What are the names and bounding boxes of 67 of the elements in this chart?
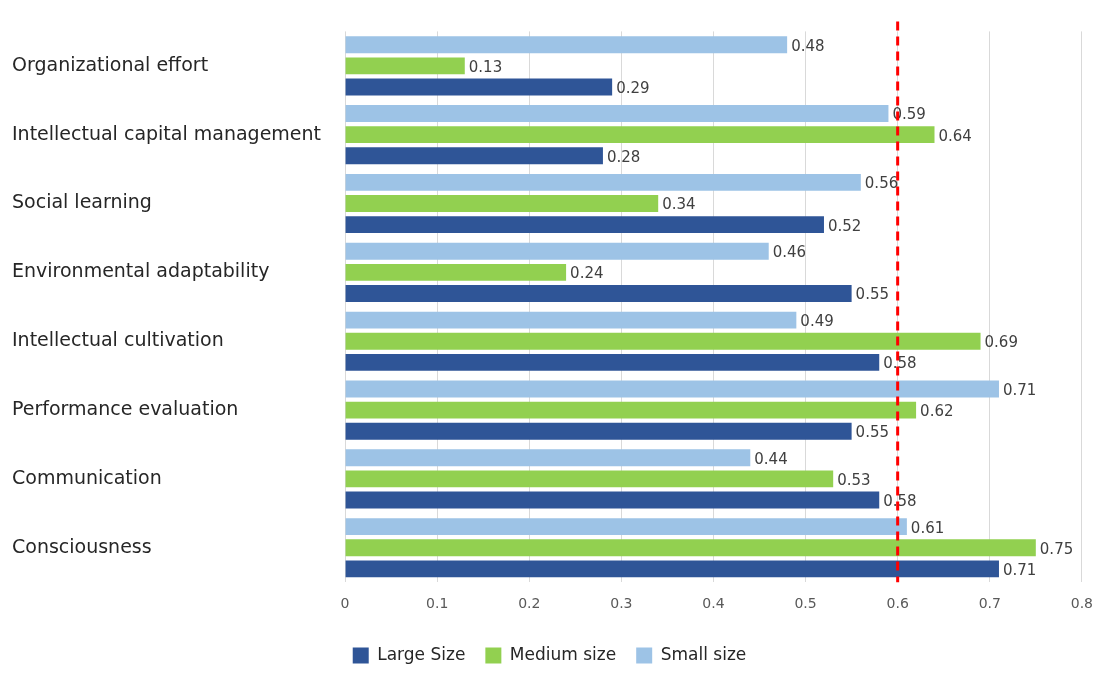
- legend-label: Medium size: [509, 643, 617, 664]
- x-tick-label: 0.2: [518, 595, 541, 612]
- bar: [345, 173, 861, 191]
- data-label: 0.58: [883, 354, 917, 373]
- data-label: 0.61: [910, 518, 945, 537]
- y-tick-label: Performance evaluation: [12, 397, 239, 420]
- bar: [345, 449, 751, 467]
- y-tick-label: Social learning: [12, 190, 152, 213]
- data-label: 0.46: [772, 243, 807, 262]
- legend-label: Large Size: [377, 643, 466, 664]
- bar: [345, 380, 999, 398]
- data-label: 0.64: [938, 126, 972, 145]
- data-label: 0.48: [791, 36, 825, 55]
- bar: [345, 332, 981, 350]
- bar: [345, 491, 880, 509]
- bar: [345, 216, 824, 234]
- bar: [345, 263, 567, 281]
- data-label: 0.55: [855, 423, 890, 442]
- data-label: 0.71: [1002, 380, 1037, 399]
- y-tick-label: Organizational effort: [12, 52, 209, 75]
- bar: [345, 539, 1036, 557]
- bar: [345, 57, 465, 75]
- x-tick-label: 0.7: [978, 595, 1001, 612]
- y-tick-label: Intellectual capital management: [12, 121, 322, 144]
- x-tick-label: 0.1: [426, 595, 449, 612]
- x-tick-label: 0.8: [1070, 595, 1093, 612]
- data-label: 0.71: [1002, 560, 1037, 579]
- x-tick-label: 0: [340, 595, 350, 612]
- y-tick-label: Communication: [12, 465, 162, 488]
- data-label: 0.75: [1039, 539, 1074, 558]
- x-tick-label: 0.3: [610, 595, 633, 612]
- bar: [345, 105, 889, 123]
- legend-label: Small size: [660, 643, 747, 664]
- bar: [345, 353, 880, 371]
- bar: [345, 78, 613, 96]
- data-label: 0.62: [920, 401, 954, 420]
- data-label: 0.52: [827, 216, 862, 235]
- bar: [345, 560, 999, 578]
- data-label: 0.56: [864, 174, 899, 193]
- data-label: 0.34: [662, 195, 696, 214]
- bar: [345, 195, 659, 212]
- data-label: 0.69: [984, 333, 1018, 352]
- bar: [345, 518, 907, 536]
- y-tick-label: Environmental adaptability: [12, 259, 270, 282]
- data-label: 0.29: [616, 78, 650, 97]
- bar: [345, 147, 603, 165]
- data-label: 0.13: [468, 57, 503, 76]
- data-label: 0.24: [570, 264, 604, 283]
- bar: [345, 126, 935, 144]
- bar: [345, 242, 769, 260]
- data-label: 0.53: [837, 470, 871, 489]
- data-label: 0.28: [606, 147, 641, 166]
- x-tick-label: 0.6: [886, 595, 909, 612]
- y-tick-label: Intellectual cultivation: [12, 328, 224, 351]
- data-label: 0.55: [855, 285, 890, 304]
- bar: [345, 422, 852, 440]
- data-label: 0.49: [800, 312, 834, 330]
- x-tick-label: 0.5: [794, 595, 817, 612]
- data-label: 0.58: [883, 491, 917, 510]
- y-tick-label: Consciousness: [12, 534, 152, 557]
- data-label: 0.44: [754, 449, 788, 468]
- bar: [345, 470, 834, 488]
- x-tick-label: 0.4: [702, 595, 725, 612]
- bar: [345, 401, 917, 419]
- bar: [345, 285, 852, 302]
- bar: [345, 36, 788, 54]
- bar: [345, 311, 797, 329]
